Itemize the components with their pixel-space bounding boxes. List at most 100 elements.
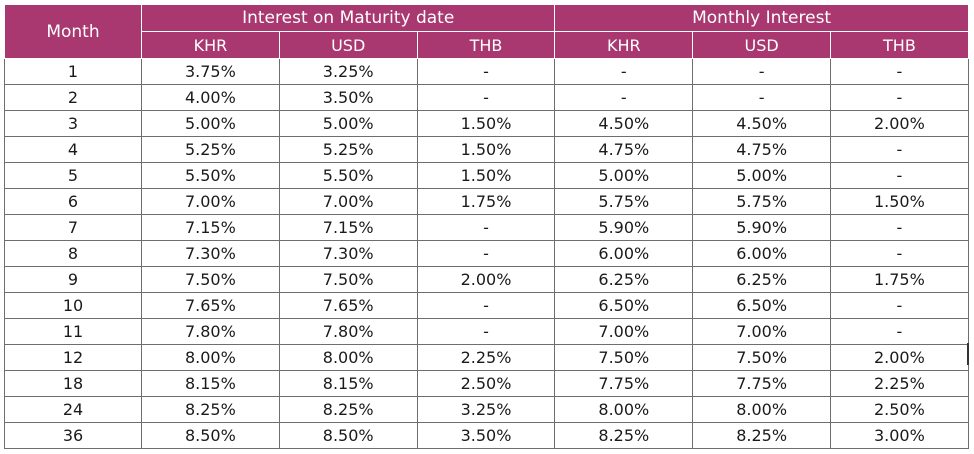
- month-column-header: Month: [4, 4, 142, 59]
- month-cell: 3: [4, 110, 142, 137]
- maturity-khr-cell: 7.65%: [141, 292, 280, 319]
- month-cell: 36: [4, 422, 142, 449]
- monthly-usd-cell: 7.50%: [692, 344, 831, 371]
- maturity-khr-cell: 8.00%: [141, 344, 280, 371]
- monthly-usd-header: USD: [692, 31, 831, 59]
- monthly-khr-cell: 6.50%: [554, 292, 694, 319]
- monthly-thb-cell: -: [830, 162, 969, 189]
- maturity-usd-cell: 7.65%: [278, 292, 418, 319]
- table-row: 6 7.00% 7.00% 1.75% 5.75% 5.75% 1.50%: [4, 188, 969, 215]
- header-row-currencies: KHR USD THB KHR USD THB: [5, 31, 969, 59]
- monthly-khr-cell: 8.00%: [554, 396, 694, 423]
- table-row: 8 7.30% 7.30% -6.00% 6.00% -: [4, 240, 969, 267]
- maturity-usd-cell: 8.50%: [278, 422, 418, 449]
- table-row: 10 7.65% 7.65% -6.50% 6.50% -: [4, 292, 969, 319]
- monthly-usd-cell: 6.50%: [692, 292, 831, 319]
- monthly-thb-cell: 2.00%: [830, 110, 969, 137]
- monthly-thb-cell: 2.50%: [830, 396, 969, 423]
- maturity-thb-cell: 1.50%: [416, 110, 556, 137]
- maturity-khr-cell: 3.75%: [141, 58, 280, 85]
- table-row: 36 8.50% 8.50% 3.50% 8.25% 8.25% 3.00%: [4, 422, 969, 449]
- monthly-khr-cell: 7.75%: [554, 370, 694, 397]
- monthly-khr-cell: 5.00%: [554, 162, 694, 189]
- table-row: 7 7.15% 7.15% -5.90% 5.90% -: [4, 214, 969, 241]
- maturity-usd-cell: 7.15%: [278, 214, 418, 241]
- maturity-thb-cell: -: [416, 58, 556, 85]
- maturity-thb-cell: -: [416, 318, 556, 345]
- monthly-usd-cell: 8.00%: [692, 396, 831, 423]
- month-cell: 2: [4, 84, 142, 111]
- monthly-thb-cell: -: [830, 58, 969, 85]
- maturity-thb-cell: -: [416, 214, 556, 241]
- maturity-khr-cell: 7.80%: [141, 318, 280, 345]
- maturity-usd-cell: 7.30%: [278, 240, 418, 267]
- month-cell: 8: [4, 240, 142, 267]
- month-cell: 12: [4, 344, 142, 371]
- monthly-usd-cell: 6.00%: [692, 240, 831, 267]
- table-header: Month Interest on Maturity date Monthly …: [4, 4, 969, 59]
- monthly-khr-cell: -: [554, 84, 694, 111]
- monthly-khr-header: KHR: [554, 31, 694, 59]
- maturity-khr-header: KHR: [141, 31, 280, 59]
- month-cell: 1: [4, 58, 142, 85]
- month-cell: 7: [4, 214, 142, 241]
- maturity-thb-cell: 1.75%: [416, 188, 556, 215]
- monthly-usd-cell: 5.75%: [692, 188, 831, 215]
- monthly-thb-cell: -: [830, 214, 969, 241]
- monthly-thb-cell: 2.00%: [830, 344, 969, 371]
- monthly-thb-cell: 1.50%: [830, 188, 969, 215]
- monthly-khr-cell: -: [554, 58, 694, 85]
- monthly-usd-cell: -: [692, 58, 831, 85]
- monthly-usd-cell: 8.25%: [692, 422, 831, 449]
- maturity-khr-cell: 5.00%: [141, 110, 280, 137]
- maturity-khr-cell: 8.50%: [141, 422, 280, 449]
- monthly-thb-header: THB: [830, 31, 969, 59]
- maturity-usd-header: USD: [278, 31, 418, 59]
- maturity-thb-cell: 2.00%: [416, 266, 556, 293]
- maturity-khr-cell: 7.15%: [141, 214, 280, 241]
- month-cell: 4: [4, 136, 142, 163]
- month-cell: 5: [4, 162, 142, 189]
- maturity-usd-cell: 5.25%: [278, 136, 418, 163]
- maturity-thb-cell: 1.50%: [416, 162, 556, 189]
- monthly-usd-cell: 6.25%: [692, 266, 831, 293]
- maturity-thb-cell: -: [416, 292, 556, 319]
- maturity-khr-cell: 4.00%: [141, 84, 280, 111]
- maturity-khr-cell: 5.25%: [141, 136, 280, 163]
- monthly-khr-cell: 4.50%: [554, 110, 694, 137]
- monthly-thb-cell: -: [830, 84, 969, 111]
- maturity-khr-cell: 8.15%: [141, 370, 280, 397]
- maturity-usd-cell: 7.00%: [278, 188, 418, 215]
- monthly-interest-group-header: Monthly Interest: [554, 4, 969, 32]
- table-row: 4 5.25% 5.25% 1.50% 4.75% 4.75% -: [4, 136, 969, 163]
- maturity-usd-cell: 7.50%: [278, 266, 418, 293]
- table-row: 12 8.00% 8.00% 2.25% 7.50% 7.50% 2.00%: [4, 344, 969, 371]
- table-row: 2 4.00% 3.50% - - - -: [4, 84, 969, 111]
- maturity-khr-cell: 8.25%: [141, 396, 280, 423]
- interest-rate-table: Month Interest on Maturity date Monthly …: [4, 4, 969, 449]
- maturity-thb-cell: 1.50%: [416, 136, 556, 163]
- maturity-usd-cell: 8.25%: [278, 396, 418, 423]
- month-cell: 9: [4, 266, 142, 293]
- table-row: 18 8.15% 8.15% 2.50% 7.75% 7.75% 2.25%: [4, 370, 969, 397]
- maturity-usd-cell: 5.00%: [278, 110, 418, 137]
- table-row: 3 5.00% 5.00% 1.50% 4.50% 4.50% 2.00%: [4, 110, 969, 137]
- edge-mark: [967, 343, 969, 365]
- table-body: 1 3.75% 3.25% - - - -2 4.00% 3.50% - - - -3 5.00% 5.00…: [4, 58, 969, 449]
- maturity-khr-cell: 5.50%: [141, 162, 280, 189]
- month-cell: 11: [4, 318, 142, 345]
- table-row: 1 3.75% 3.25% - - - -: [4, 58, 969, 85]
- monthly-khr-cell: 7.50%: [554, 344, 694, 371]
- maturity-khr-cell: 7.00%: [141, 188, 280, 215]
- monthly-thb-cell: 1.75%: [830, 266, 969, 293]
- monthly-thb-cell: 2.25%: [830, 370, 969, 397]
- monthly-thb-cell: -: [830, 136, 969, 163]
- maturity-thb-cell: 3.50%: [416, 422, 556, 449]
- monthly-khr-cell: 6.25%: [554, 266, 694, 293]
- maturity-usd-cell: 8.15%: [278, 370, 418, 397]
- monthly-khr-cell: 7.00%: [554, 318, 694, 345]
- table-row: 11 7.80% 7.80% -7.00% 7.00% -: [4, 318, 969, 345]
- month-cell: 6: [4, 188, 142, 215]
- maturity-khr-cell: 7.30%: [141, 240, 280, 267]
- maturity-usd-cell: 7.80%: [278, 318, 418, 345]
